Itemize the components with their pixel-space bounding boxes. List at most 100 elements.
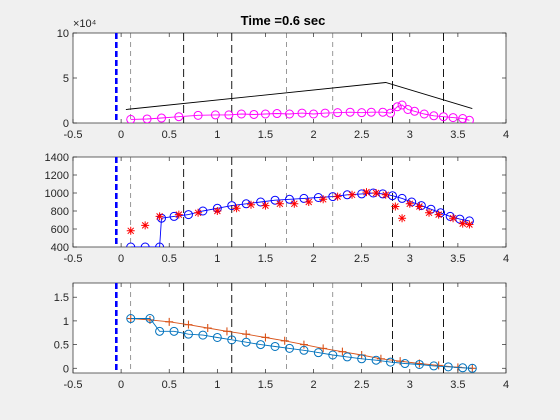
series-1 [125, 82, 473, 110]
data-point [434, 210, 443, 219]
y-tick-label: 0.5 [54, 340, 69, 352]
data-point [232, 204, 241, 213]
x-tick-label: 2.5 [354, 129, 369, 141]
data-point [386, 357, 396, 367]
plot-content [115, 33, 474, 123]
data-point [443, 362, 453, 372]
data-point [203, 324, 212, 332]
data-point [213, 207, 222, 215]
x-tick-label: 0 [118, 129, 124, 141]
data-point [362, 188, 371, 197]
data-point [285, 109, 294, 119]
data-point [415, 202, 424, 211]
data-point [261, 201, 270, 210]
x-tick-label: 4 [503, 129, 509, 141]
data-point [299, 345, 309, 355]
data-point [165, 317, 174, 326]
data-point [387, 191, 397, 201]
data-point [304, 198, 313, 206]
data-point [405, 199, 414, 208]
data-point [397, 100, 407, 110]
x-tick-label: 2 [310, 253, 316, 265]
data-point [270, 195, 280, 205]
data-point [371, 355, 381, 365]
data-point [357, 189, 367, 199]
data-point [224, 110, 234, 120]
data-point [174, 210, 183, 219]
x-tick-label: 1 [214, 129, 220, 141]
data-point [193, 110, 203, 120]
y-tick-label: 1200 [45, 170, 69, 182]
data-point [449, 214, 458, 223]
series-line [130, 104, 470, 121]
data-point [280, 336, 289, 345]
data-point [260, 109, 270, 119]
data-point [338, 347, 347, 356]
plot-area [72, 156, 507, 248]
x-tick-label: 3.5 [450, 379, 465, 391]
y-tick-label: 5 [63, 73, 69, 85]
data-point [198, 206, 208, 216]
data-point [285, 194, 294, 204]
y-exponent-label: ×10⁴ [73, 18, 97, 30]
data-point [465, 220, 474, 229]
x-tick-label: 2.5 [354, 253, 369, 265]
data-point [227, 201, 237, 211]
x-tick-label: 1.5 [258, 253, 273, 265]
x-tick-label: 0 [118, 379, 124, 391]
y-tick-label: 10 [57, 28, 69, 40]
data-point [357, 354, 367, 364]
data-point [142, 114, 152, 123]
data-point [357, 108, 367, 118]
data-point [126, 314, 136, 324]
data-point [256, 340, 266, 350]
data-point [458, 363, 468, 373]
data-point [155, 212, 164, 221]
y-tick-label: 400 [51, 242, 69, 254]
data-point [345, 107, 355, 117]
data-point [391, 202, 400, 211]
data-point [320, 108, 330, 118]
subplot-2: -0.5 0 0.5 1 1.5 2 2.5 3 3.5 4 400 600 800 1000 1200 14… [45, 152, 510, 265]
x-tick-label: 1 [214, 379, 220, 391]
data-point [126, 226, 135, 235]
x-tick-label: -0.5 [64, 129, 83, 141]
data-point [285, 343, 294, 353]
x-tick-label: 0.5 [162, 253, 177, 265]
y-tick-label: 1 [63, 316, 69, 328]
data-point [403, 105, 413, 114]
y-tick-label: 600 [51, 224, 69, 236]
data-point [145, 314, 155, 324]
data-point [429, 111, 439, 121]
y-tick-label: 1400 [45, 152, 69, 164]
data-point [319, 344, 328, 353]
x-tick-label: 0.5 [162, 379, 177, 391]
data-point [290, 199, 299, 208]
data-point [222, 327, 231, 336]
series-line [130, 318, 473, 369]
data-point [397, 193, 407, 203]
data-point [194, 208, 203, 217]
data-point [297, 108, 307, 118]
data-point [429, 361, 439, 371]
x-tick-label: 3 [407, 129, 413, 141]
data-point [299, 340, 308, 349]
data-point [381, 190, 390, 199]
data-point [372, 189, 381, 197]
y-tick-label: 0 [63, 363, 69, 375]
data-point [398, 214, 407, 223]
data-point [184, 320, 193, 329]
data-point [155, 242, 165, 247]
data-point [157, 113, 167, 123]
x-tick-label: 3.5 [450, 253, 465, 265]
data-point [309, 109, 319, 119]
data-point [376, 354, 385, 363]
x-tick-label: 3.5 [450, 129, 465, 141]
data-point [313, 348, 323, 358]
data-point [141, 221, 150, 230]
data-point [140, 242, 150, 247]
data-point [227, 335, 237, 345]
y-tick-label: 0 [63, 118, 69, 130]
